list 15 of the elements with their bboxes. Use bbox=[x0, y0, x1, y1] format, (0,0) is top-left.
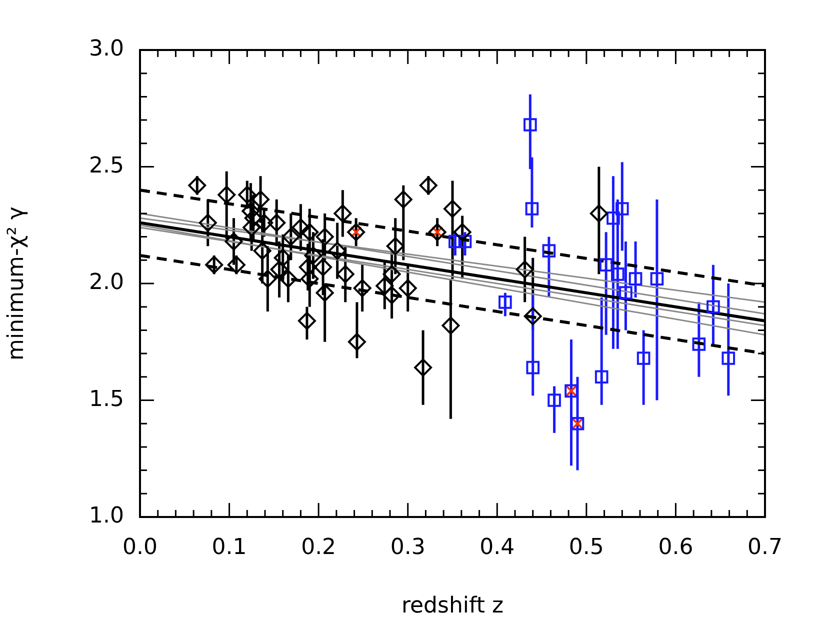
y-tick-label: 2.5 bbox=[89, 153, 124, 178]
x-tick-label: 0.1 bbox=[212, 534, 247, 560]
x-tick-label: 0.2 bbox=[301, 534, 336, 560]
y-tick-label: 2.0 bbox=[89, 270, 124, 296]
x-tick-label: 0.0 bbox=[122, 534, 158, 560]
x-axis-title: redshift z bbox=[401, 594, 504, 619]
y-tick-label: 1.0 bbox=[89, 504, 124, 529]
x-tick-label: 0.4 bbox=[480, 534, 515, 560]
x-tick-label: 0.5 bbox=[568, 534, 604, 560]
x-tick-label: 0.7 bbox=[748, 534, 782, 560]
x-tick-label: 0.6 bbox=[658, 534, 694, 560]
y-tick-label: 3.0 bbox=[89, 36, 124, 62]
x-tick-label: 0.3 bbox=[390, 534, 426, 560]
y-axis-title: minimum-χ² γ bbox=[4, 206, 29, 360]
y-tick-label: 1.5 bbox=[89, 386, 124, 412]
